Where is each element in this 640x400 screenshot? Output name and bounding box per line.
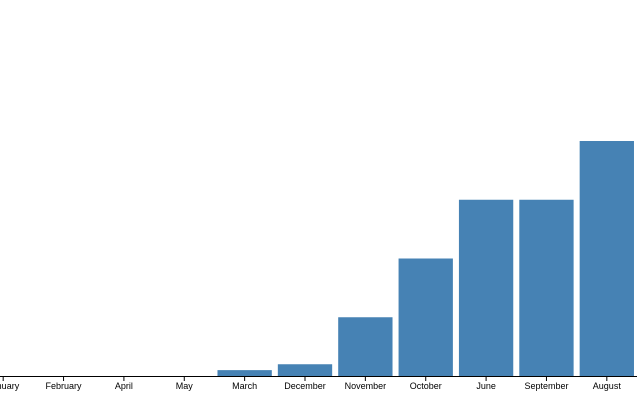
bar: [458, 199, 514, 376]
x-tick-label: September: [524, 381, 568, 391]
x-tick-label: August: [593, 381, 622, 391]
x-tick-label: April: [115, 381, 133, 391]
x-tick-label: December: [284, 381, 326, 391]
bar: [398, 258, 453, 376]
bar: [579, 141, 634, 376]
x-tick-label: June: [476, 381, 496, 391]
x-tick-label: February: [46, 381, 83, 391]
bar: [519, 199, 574, 376]
bar: [217, 370, 272, 376]
x-tick-label: May: [176, 381, 194, 391]
x-tick-label: March: [232, 381, 257, 391]
x-tick-label: November: [345, 381, 387, 391]
x-tick-label: October: [410, 381, 442, 391]
bar: [338, 317, 393, 376]
x-tick-label: January: [0, 381, 20, 391]
bar: [277, 364, 333, 376]
